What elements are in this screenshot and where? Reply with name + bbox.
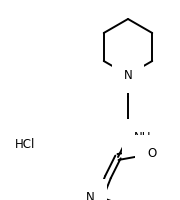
Text: O: O — [147, 147, 156, 160]
Text: HCl: HCl — [14, 138, 35, 150]
Text: N: N — [124, 69, 132, 82]
Text: NH: NH — [134, 131, 152, 144]
Text: O⁻: O⁻ — [126, 199, 141, 200]
Text: N: N — [86, 191, 95, 200]
